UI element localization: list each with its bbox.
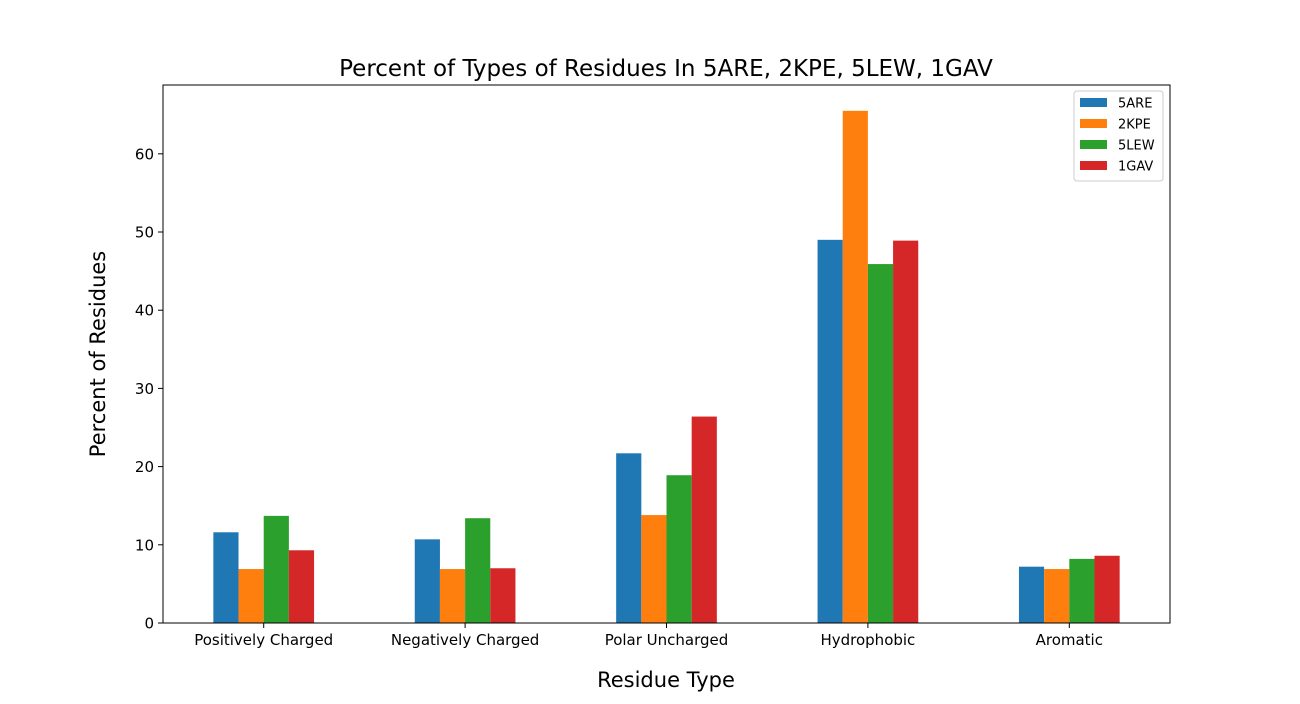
y-tick-label: 20 (135, 458, 154, 476)
legend-label: 1GAV (1118, 160, 1153, 175)
legend: 5ARE 2KPE 5LEW 1GAV (1073, 90, 1164, 182)
plot-frame (162, 84, 1171, 624)
ticks-layer: 0 10 20 30 40 50 60 Positively Charged Negativel… (135, 145, 1103, 649)
y-tick-label: 60 (135, 145, 154, 163)
bar-5lew-5 (1069, 558, 1095, 623)
x-tick-label: Hydrophobic (820, 631, 915, 649)
bar-5lew-3 (666, 475, 692, 623)
bar-2kpe-1 (238, 569, 264, 623)
bar-1gav-4 (893, 240, 919, 624)
x-tick-label: Negatively Charged (391, 631, 539, 649)
bar-5are-3 (616, 453, 642, 623)
x-tick-label: Positively Charged (194, 631, 333, 649)
bar-5are-5 (1018, 566, 1045, 623)
y-tick-label: 0 (144, 615, 154, 633)
bar-2kpe-2 (439, 569, 466, 623)
bar-2kpe-4 (842, 110, 868, 623)
bar-1gav-2 (490, 568, 516, 623)
legend-label: 5ARE (1118, 97, 1152, 112)
bar-2kpe-3 (641, 515, 667, 623)
legend-swatch (1080, 140, 1107, 149)
bar-5lew-1 (263, 515, 289, 623)
bar-2kpe-5 (1044, 569, 1070, 623)
legend-frame (1073, 90, 1164, 182)
legend-label: 5LEW (1118, 139, 1155, 154)
bar-5are-1 (213, 532, 239, 623)
bar-5lew-2 (465, 518, 491, 623)
bar-5lew-4 (867, 264, 894, 623)
bar-5are-4 (817, 239, 843, 623)
bar-1gav-3 (691, 416, 717, 623)
legend-swatch (1080, 119, 1107, 128)
bar-1gav-5 (1094, 555, 1120, 623)
y-tick-label: 50 (135, 224, 154, 242)
bars-layer (213, 110, 1120, 624)
y-axis-title: Percent of Residues (86, 251, 110, 457)
y-tick-label: 30 (135, 380, 154, 398)
x-axis-title: Residue Type (597, 668, 735, 692)
chart-title: Percent of Types of Residues In 5ARE, 2K… (339, 56, 993, 82)
y-tick-label: 10 (135, 536, 154, 554)
legend-swatch (1080, 98, 1107, 107)
x-tick-label: Aromatic (1036, 631, 1103, 649)
x-tick-label: Polar Uncharged (605, 631, 729, 649)
bar-1gav-1 (288, 550, 315, 623)
legend-label: 2KPE (1118, 118, 1151, 133)
y-tick-label: 40 (135, 302, 154, 320)
bar-5are-2 (414, 539, 440, 623)
legend-swatch (1080, 161, 1107, 170)
